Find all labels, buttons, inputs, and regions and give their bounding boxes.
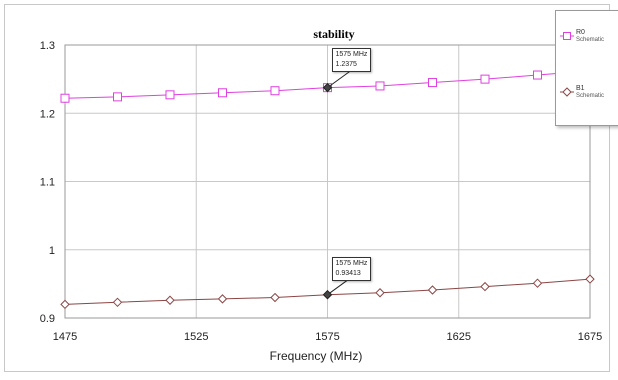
y-tick-label: 1.3	[40, 40, 55, 52]
marker-readout-r0: 1575 MHz 1.2375	[331, 47, 372, 72]
data-point-b1	[532, 278, 543, 288]
data-point-b1	[270, 292, 280, 303]
data-point-r0	[533, 70, 542, 80]
x-tick-label: 1475	[53, 331, 77, 343]
x-tick-label: 1625	[447, 331, 471, 343]
legend-sub-r0: Schematic	[576, 37, 605, 43]
y-axis-ticks: 0.9 1 1.1 1.2 1.3	[40, 40, 55, 325]
marker-point[interactable]	[322, 289, 333, 300]
data-point-b1	[427, 285, 438, 295]
chart-title: stability	[313, 27, 354, 41]
data-point-b1	[217, 294, 228, 304]
marker-readout-r0-x: 1575 MHz	[335, 50, 368, 58]
legend: R0 Schematic B1 Schematic	[555, 10, 618, 126]
data-point-b1	[480, 281, 490, 292]
marker-point[interactable]	[322, 82, 333, 93]
data-point-b1	[165, 295, 175, 305]
x-axis-label: Frequency (MHz)	[270, 349, 363, 363]
plot-area	[64, 44, 591, 319]
data-point-r0	[375, 81, 385, 91]
marker-readout-b1: 1575 MHz 0.93413	[331, 256, 372, 281]
data-point-r0	[60, 93, 70, 103]
data-point-b1	[112, 297, 123, 308]
y-tick-label: 0.9	[40, 313, 55, 325]
x-axis-ticks: 1475 1525 1575 1625 1675	[53, 331, 602, 343]
x-tick-label: 1525	[184, 331, 208, 343]
data-point-r0	[270, 86, 280, 96]
data-point-r0	[113, 92, 122, 102]
legend-sub-b1: Schematic	[576, 93, 605, 99]
square-marker-icon	[560, 32, 574, 40]
marker-readout-r0-y: 1.2375	[335, 60, 357, 68]
data-point-r0	[165, 90, 175, 100]
marker-leader-line	[327, 278, 350, 296]
data-point-r0	[480, 74, 490, 84]
data-point-b1	[585, 274, 595, 284]
x-tick-label: 1575	[315, 331, 339, 343]
data-point-b1	[375, 288, 385, 298]
marker-readout-b1-x: 1575 MHz	[335, 259, 368, 267]
chart-frame	[4, 4, 610, 372]
legend-label-b1: B1	[576, 85, 585, 92]
diamond-marker-icon	[560, 87, 574, 97]
marker-leader-line	[327, 71, 350, 89]
y-tick-label: 1.2	[40, 108, 55, 120]
y-tick-label: 1	[49, 245, 55, 257]
y-tick-label: 1.1	[40, 177, 55, 189]
data-point-b1	[60, 299, 70, 310]
data-point-r0	[428, 78, 437, 88]
marker-readout-b1-y: 0.93413	[335, 269, 361, 277]
data-point-r0	[218, 88, 227, 98]
legend-label-r0: R0	[576, 29, 585, 36]
x-tick-label: 1675	[578, 331, 602, 343]
